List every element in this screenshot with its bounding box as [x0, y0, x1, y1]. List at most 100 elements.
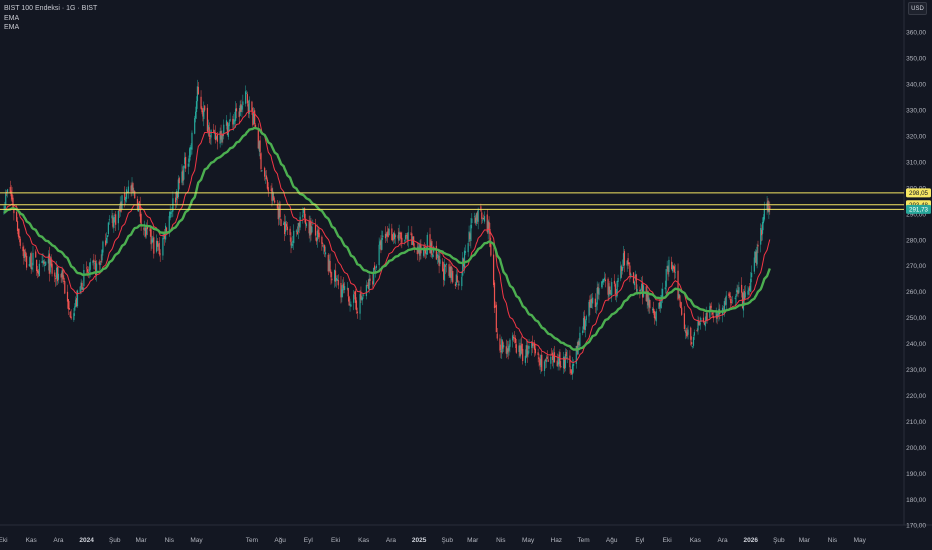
candle-body	[81, 282, 83, 290]
candle-body	[660, 301, 662, 309]
candle-body	[506, 348, 508, 355]
candle-body	[278, 206, 280, 219]
candle-body	[308, 221, 310, 234]
candle-body	[426, 234, 428, 255]
candle-body	[98, 261, 100, 265]
candle-body	[725, 295, 727, 305]
candle-body	[30, 253, 32, 269]
candle-body	[735, 294, 737, 297]
candle-body	[442, 261, 444, 272]
candle-body	[558, 354, 560, 364]
candle-body	[403, 240, 406, 242]
candle-body	[401, 237, 403, 243]
candle-body	[490, 244, 492, 256]
candle-body	[45, 261, 47, 266]
candle-body	[105, 240, 107, 246]
candle-body	[354, 291, 357, 303]
candle-body	[679, 295, 681, 301]
symbol-title[interactable]: BIST 100 Endeksi · 1G · BIST	[4, 5, 98, 12]
time-axis[interactable]: Eki Kas Ara 2024 Şub Mar Nis May Tem Ağu Eyl Eki Kas…	[0, 537, 867, 544]
candle-body	[341, 289, 343, 297]
candle-body	[445, 264, 447, 265]
candle-body	[698, 321, 700, 326]
x-tick-label: Ağu	[274, 537, 286, 544]
candle-body	[130, 185, 132, 192]
candle-body	[131, 184, 133, 191]
candle-body	[585, 316, 587, 321]
candle-body	[273, 196, 275, 201]
candle-body	[667, 266, 669, 275]
x-tick-label: Eyl	[635, 537, 645, 544]
candle-body	[615, 295, 617, 297]
candle-body	[532, 344, 535, 346]
candle-body	[106, 235, 109, 238]
candle-body	[28, 263, 30, 267]
candle-body	[348, 296, 350, 306]
candle-body	[607, 278, 609, 295]
candle-body	[588, 301, 590, 317]
candle-body	[749, 286, 751, 291]
candle-body	[37, 270, 40, 275]
candles-layer	[3, 79, 771, 380]
candle-body	[143, 228, 145, 230]
currency-button[interactable]: USD	[908, 2, 927, 15]
candle-body	[225, 120, 228, 126]
candle-body	[126, 191, 129, 193]
y-tick-label: 290,00	[906, 211, 926, 218]
horizontal-levels-layer[interactable]	[0, 192, 904, 210]
candle-body	[138, 201, 140, 204]
candle-body	[729, 295, 731, 298]
candle-body	[197, 86, 199, 95]
x-tick-label: Ara	[53, 537, 64, 544]
candle-body	[741, 284, 743, 293]
candle-body	[229, 119, 231, 121]
x-tick-label: Haz	[551, 537, 563, 544]
candle-body	[372, 281, 374, 285]
candle-body	[6, 189, 9, 193]
candle-body	[272, 193, 274, 202]
y-tick-label: 280,00	[906, 237, 926, 244]
candle-body	[336, 279, 338, 281]
candle-body	[649, 299, 651, 309]
y-tick-label: 350,00	[906, 56, 926, 63]
x-tick-label: Şub	[773, 537, 785, 544]
candle-body	[483, 216, 486, 222]
candle-body	[766, 202, 768, 210]
candle-body	[13, 208, 15, 214]
candle-body	[70, 316, 72, 319]
ema-legend-slow[interactable]: EMA	[4, 24, 20, 31]
candle-body	[31, 267, 33, 270]
candle-body	[17, 228, 20, 237]
candle-body	[340, 282, 342, 298]
candle-body	[266, 179, 268, 189]
candle-body	[723, 301, 725, 315]
candle-body	[260, 153, 262, 170]
candle-body	[265, 175, 268, 180]
candle-body	[544, 359, 546, 361]
candle-body	[303, 208, 305, 213]
candle-body	[115, 214, 117, 225]
candle-body	[137, 203, 139, 212]
ema-legend-fast[interactable]: EMA	[4, 14, 20, 22]
candle-body	[493, 254, 495, 286]
candle-body	[165, 227, 168, 232]
candle-body	[443, 263, 446, 281]
candle-body	[613, 280, 616, 284]
candle-body	[400, 232, 402, 240]
candle-body	[82, 287, 84, 291]
candle-body	[575, 345, 577, 364]
candle-body	[232, 118, 234, 125]
candle-body	[331, 278, 333, 281]
candle-body	[305, 223, 308, 227]
candle-body	[219, 131, 221, 144]
candle-body	[156, 240, 159, 247]
candle-body	[448, 264, 450, 276]
candle-body	[48, 253, 50, 274]
candle-body	[95, 263, 98, 275]
candle-body	[598, 288, 600, 295]
candle-body	[486, 214, 488, 233]
candle-body	[285, 223, 288, 227]
candle-body	[483, 218, 485, 220]
candle-body	[704, 321, 706, 327]
